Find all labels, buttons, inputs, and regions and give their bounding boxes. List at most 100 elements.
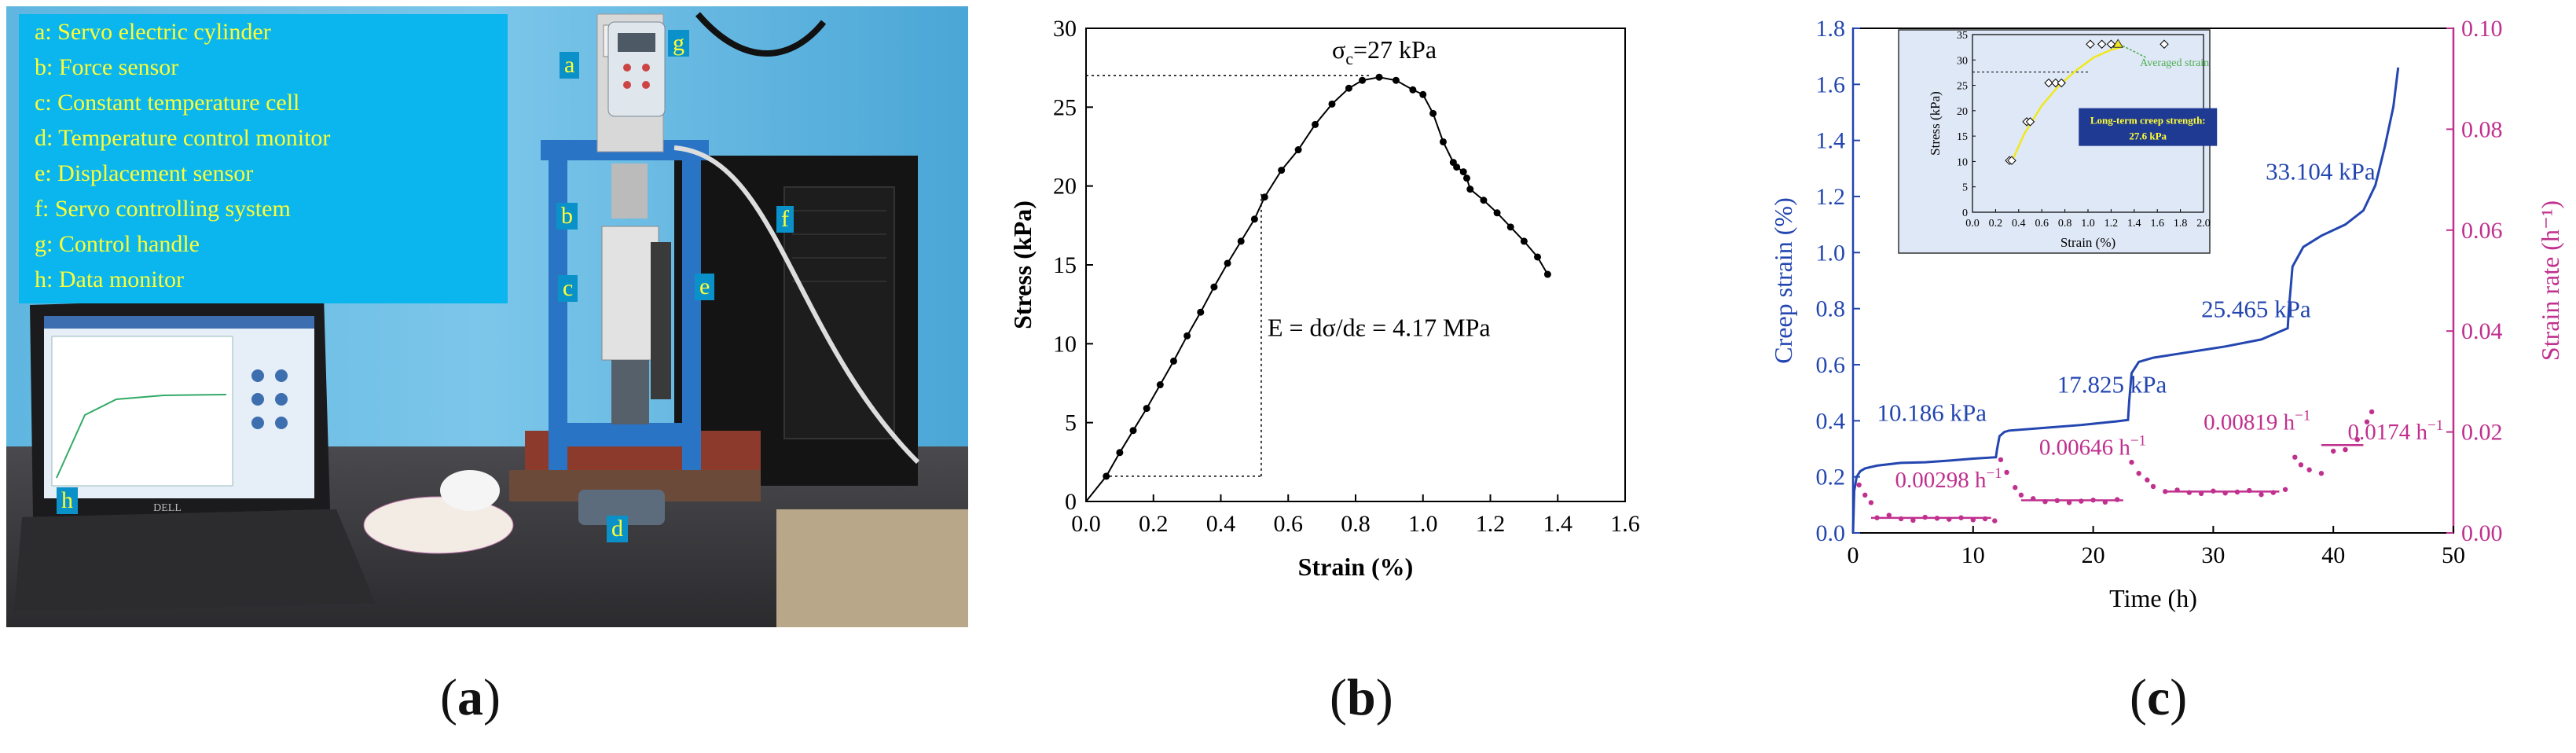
wood-floor <box>776 509 968 627</box>
data-point <box>1224 259 1231 267</box>
data-point <box>1345 84 1352 92</box>
legend-line-d: d: Temperature control monitor <box>35 125 331 151</box>
inset-fit-curve <box>2010 46 2123 162</box>
inset-y-axis-label: Stress (kPa) <box>1928 91 1943 156</box>
left-y-tick-label: 1.6 <box>1816 72 1846 97</box>
strain-rate-point <box>1868 500 1874 505</box>
strain-rate-point <box>1998 457 2004 463</box>
inset-x-tick-label: 0.6 <box>2035 218 2049 230</box>
x-tick-label: 0.6 <box>1274 511 1304 537</box>
tag-d: d <box>607 516 628 542</box>
strain-rate-point <box>2018 492 2024 498</box>
strain-rate-point <box>2331 448 2336 454</box>
data-point <box>1409 86 1417 94</box>
stage-stress-label: 17.825 kPa <box>2057 371 2167 399</box>
inset-y-tick-label: 5 <box>1962 182 1968 194</box>
left-y-tick-label: 1.2 <box>1816 184 1846 210</box>
x-tick-label: 1.0 <box>1408 511 1438 537</box>
inset-x-tick-label: 1.8 <box>2174 218 2188 230</box>
x-tick-label: 1.2 <box>1476 511 1506 537</box>
inset-badge-line-1: Long-term creep strength: <box>2090 115 2206 127</box>
data-point <box>1493 209 1501 217</box>
stage-stress-label: 25.465 kPa <box>2201 295 2311 322</box>
x-tick-label: 0 <box>1848 542 1859 568</box>
inset-x-tick-label: 1.6 <box>2150 218 2164 230</box>
strain-rate-point <box>2129 459 2134 465</box>
data-point <box>1375 73 1383 81</box>
inset-x-axis-label: Strain (%) <box>2060 235 2115 250</box>
x-tick-label: 30 <box>2201 542 2225 568</box>
data-point <box>1534 253 1542 261</box>
strain-rate-point <box>2364 419 2370 424</box>
left-y-tick-label: 0.2 <box>1816 465 1846 490</box>
data-point <box>1462 174 1470 182</box>
inset-data-point <box>2086 39 2095 49</box>
inset-y-tick-label: 20 <box>1957 106 1968 118</box>
data-point <box>1156 381 1164 389</box>
tag-a: a <box>560 52 580 79</box>
inset-data-point <box>2025 117 2035 127</box>
right-y-tick-label: 0.00 <box>2461 520 2503 546</box>
legend-line-c: c: Constant temperature cell <box>35 90 300 116</box>
data-point <box>1250 215 1258 223</box>
stress-strain-line <box>1085 76 1549 502</box>
lab-apparatus-photo: DELL a: Servo electric cylinder b: Force… <box>6 6 968 627</box>
x-tick-label: 0.2 <box>1139 511 1169 537</box>
data-point <box>1520 237 1528 245</box>
inset-x-tick-label: 1.0 <box>2081 218 2095 230</box>
legend-line-h: h: Data monitor <box>35 266 184 292</box>
strain-rate-label: 0.0174 h−1 <box>2348 417 2444 445</box>
data-point <box>1439 138 1447 145</box>
inset-x-tick-label: 0.4 <box>2012 218 2026 230</box>
data-point <box>1260 193 1268 201</box>
left-y-axis-label: Creep strain (%) <box>1769 197 1797 363</box>
strain-rate-point <box>1862 492 1868 498</box>
inset-x-tick-label: 1.2 <box>2104 218 2119 230</box>
data-point <box>1237 237 1245 245</box>
strain-rate-point <box>2318 471 2325 476</box>
x-tick-label: 0.8 <box>1341 511 1371 537</box>
tag-b: b <box>556 203 578 230</box>
right-y-axis-label: Strain rate (h⁻¹) <box>2536 200 2564 361</box>
data-point <box>1480 197 1488 204</box>
strain-rate-point <box>2004 469 2009 476</box>
x-axis-label: Time (h) <box>2109 584 2197 612</box>
strain-rate-point <box>2145 477 2150 483</box>
data-point <box>1466 185 1474 193</box>
data-point <box>1506 223 1514 231</box>
inset-y-tick-label: 0 <box>1962 208 1968 219</box>
data-point <box>1210 283 1218 291</box>
data-point <box>1359 76 1367 84</box>
stage-stress-label: 33.104 kPa <box>2266 158 2376 185</box>
stress-strain-chart: 0.0 0.2 0.4 0.6 0.8 1.0 1.2 1.4 1.6 0 5 10 15 20 25 30 S… <box>990 0 1752 645</box>
right-y-tick-label: 0.10 <box>2461 16 2503 42</box>
strain-rate-point <box>2136 471 2141 476</box>
left-y-tick-label: 1.0 <box>1816 240 1846 266</box>
tag-c: c <box>558 275 578 302</box>
inset-y-tick-label: 30 <box>1957 55 1968 67</box>
x-tick-label: 0.4 <box>1206 511 1236 537</box>
inset-avg-label: Averaged strain <box>2140 57 2209 69</box>
data-point <box>1392 76 1400 84</box>
strain-rate-point <box>1910 517 1916 523</box>
strain-rate-point <box>2066 500 2072 505</box>
y-tick-label: 10 <box>1053 331 1077 357</box>
right-y-tick-label: 0.02 <box>2461 420 2503 446</box>
strain-rate-point <box>2292 454 2298 460</box>
left-y-tick-label: 0.0 <box>1816 520 1846 546</box>
strain-rate-point <box>2306 467 2312 472</box>
left-y-tick-label: 1.4 <box>1816 128 1846 154</box>
data-point <box>1278 167 1286 174</box>
inset-data-point <box>2007 156 2016 165</box>
x-tick-label: 0.0 <box>1071 511 1101 537</box>
inset-data-point <box>2044 78 2053 88</box>
strain-rate-point <box>1886 512 1892 518</box>
strain-rate-point <box>2369 409 2375 415</box>
inset-badge-line-2: 27.6 kPa <box>2129 130 2167 142</box>
strain-rate-label: 0.00819 h−1 <box>2204 407 2310 435</box>
inset-y-tick-label: 25 <box>1957 81 1968 93</box>
plot-frame <box>1085 28 1626 502</box>
panel-label-b: (b) <box>1330 669 1393 726</box>
strain-rate-point <box>2259 492 2264 498</box>
left-y-tick-label: 0.8 <box>1816 296 1846 322</box>
